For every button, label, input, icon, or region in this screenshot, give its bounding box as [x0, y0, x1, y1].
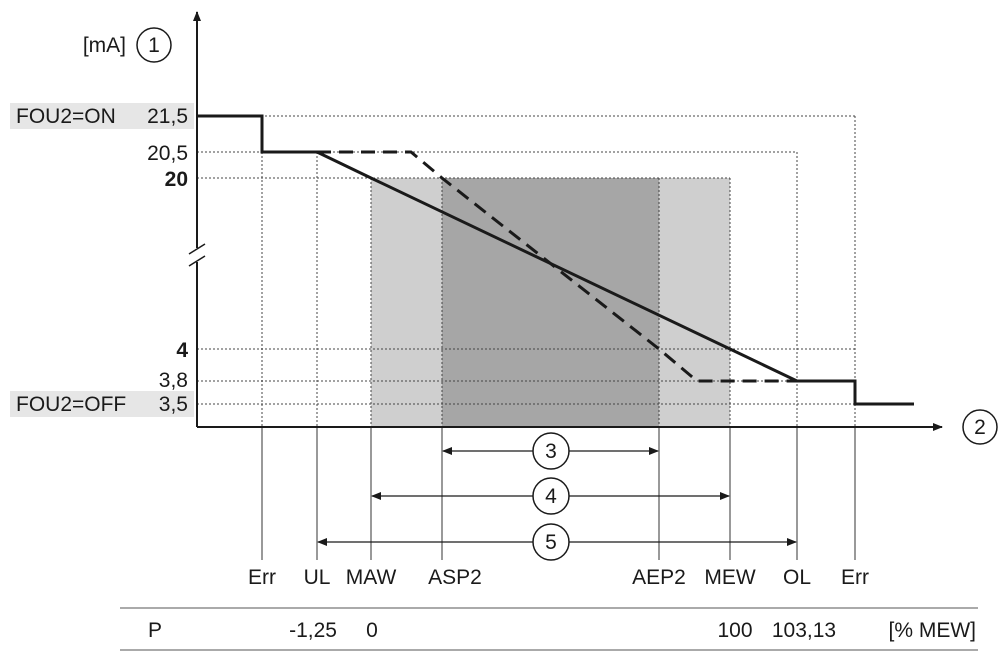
- x-label-ol: OL: [783, 566, 811, 589]
- range-5-label: 5: [545, 531, 557, 554]
- p-unit: [% MEW]: [889, 619, 977, 642]
- range-4-label: 4: [545, 485, 557, 508]
- fou2-off-label: FOU2=OFF: [16, 393, 126, 416]
- x-label-aep2: AEP2: [632, 566, 686, 589]
- x-label-err-left: Err: [248, 566, 276, 589]
- p-value-ul: -1,25: [289, 619, 337, 642]
- range-3-circle: [532, 432, 570, 470]
- tick-label-4: 4: [176, 339, 188, 362]
- p-value-maw: 0: [366, 619, 378, 642]
- fou2-off-highlight: [10, 391, 194, 417]
- x-label-ul: UL: [304, 566, 331, 589]
- tick-label-21-5: 21,5: [147, 105, 188, 128]
- axis-break-mark-2: [188, 255, 206, 267]
- p-row-label: P: [148, 619, 162, 642]
- x-label-mew: MEW: [704, 566, 756, 589]
- fou2-on-highlight: [10, 103, 194, 129]
- inner-range-band: [442, 178, 659, 427]
- axis-break-mark-1: [188, 243, 206, 255]
- tick-label-20: 20: [165, 168, 188, 191]
- range-5-circle: [532, 523, 570, 561]
- range-3-label: 3: [545, 440, 557, 463]
- fou2-on-label: FOU2=ON: [16, 105, 116, 128]
- tick-label-3-8: 3,8: [159, 369, 188, 392]
- x-label-err-right: Err: [841, 566, 869, 589]
- x-label-asp2: ASP2: [428, 566, 482, 589]
- tick-label-20-5: 20,5: [147, 142, 188, 165]
- axis-break-gap: [190, 248, 204, 262]
- p-value-ol: 103,13: [772, 619, 836, 642]
- default-output-curve: [197, 114, 914, 406]
- x-axis-marker: 2: [974, 416, 986, 439]
- y-axis-marker: 1: [148, 34, 160, 57]
- range-4-circle: [532, 477, 570, 515]
- y-unit-label: [mA]: [83, 34, 126, 57]
- x-axis-marker-circle: [962, 409, 998, 445]
- p-value-mew: 100: [717, 619, 752, 642]
- y-axis-marker-circle: [136, 27, 172, 63]
- x-label-maw: MAW: [346, 566, 397, 589]
- tick-label-3-5: 3,5: [159, 393, 188, 416]
